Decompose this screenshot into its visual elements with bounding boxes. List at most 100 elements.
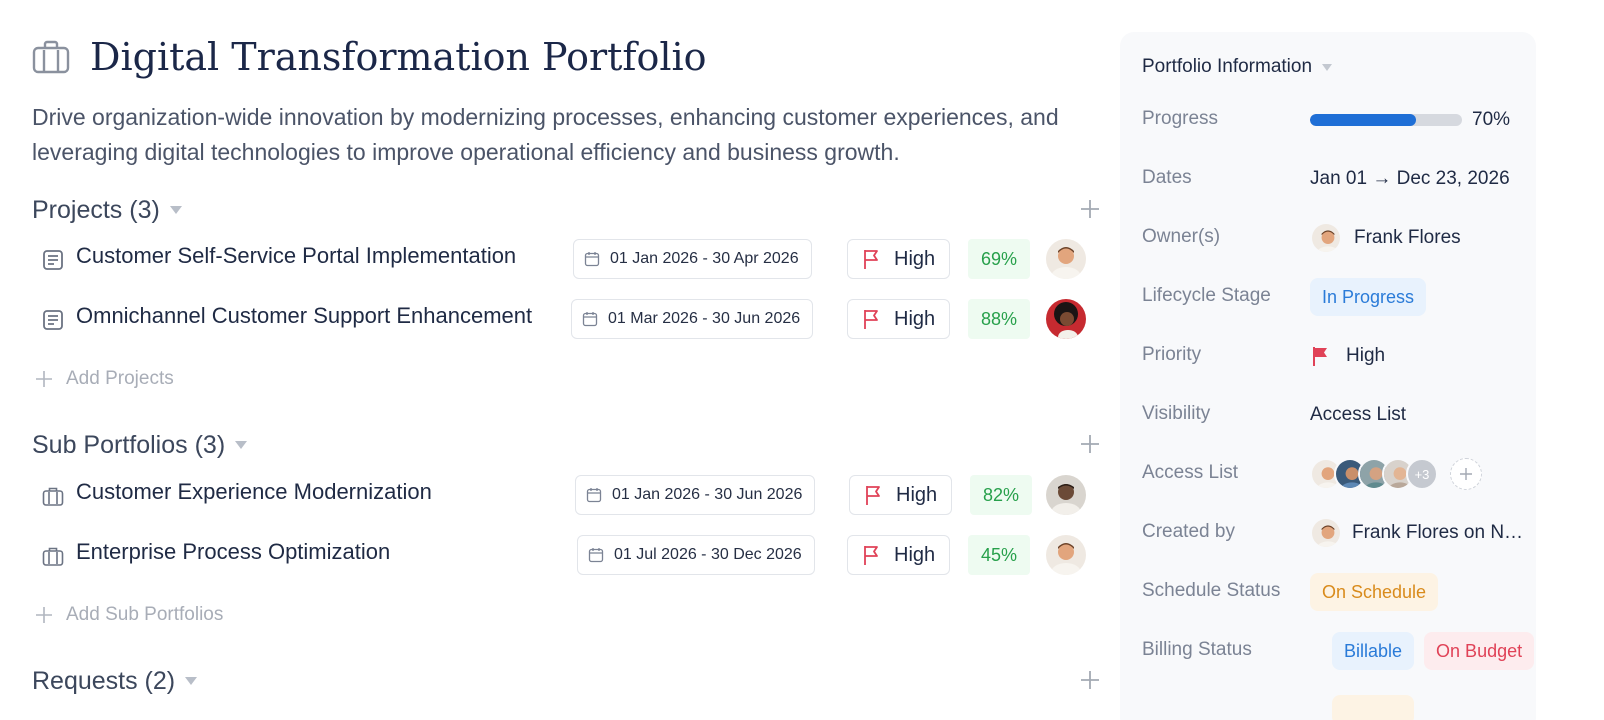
visibility-property: Visibility Access List	[1142, 395, 1532, 435]
flag-outline-icon	[866, 486, 880, 505]
priority-property: Priority High	[1142, 336, 1532, 376]
add-sub-portfolios-link[interactable]: Add Sub Portfolios	[34, 600, 223, 630]
add-projects-link[interactable]: Add Projects	[34, 364, 174, 394]
progress-text: 70%	[1472, 109, 1511, 130]
created-by-property: Created by Frank Flores on N…	[1142, 513, 1532, 553]
calendar-icon	[584, 252, 600, 267]
date-range-text: 01 Mar 2026 - 30 Jun 2026	[608, 310, 801, 327]
schedule-status-property: Schedule Status On Schedule	[1142, 572, 1532, 612]
requests-heading: Requests (2)	[32, 666, 176, 695]
created-by-value: Frank Flores on N…	[1352, 522, 1524, 543]
add-access-button[interactable]	[1450, 458, 1482, 490]
project-name[interactable]: Customer Self-Service Portal Implementat…	[76, 243, 517, 268]
add-request-plus-icon[interactable]	[1078, 668, 1102, 692]
progress-property: Progress 70%	[1142, 100, 1532, 140]
document-icon	[42, 249, 64, 271]
property-label: Progress	[1142, 108, 1219, 129]
chevron-down-icon[interactable]	[1322, 63, 1333, 71]
date-range-text: 01 Jan 2026 - 30 Apr 2026	[610, 250, 799, 267]
property-value[interactable]: Jan 01 → Dec 23, 2026	[1310, 159, 1510, 199]
project-row[interactable]: Omnichannel Customer Support Enhancement…	[32, 297, 1122, 341]
sub-portfolio-name[interactable]: Customer Experience Modernization	[76, 479, 432, 504]
panel-heading: Portfolio Information	[1142, 56, 1313, 77]
owners-property: Owner(s) Frank Flores	[1142, 218, 1532, 258]
portfolio-info-panel: Portfolio Information Progress 70% Dates…	[1120, 32, 1536, 720]
date-range-pill[interactable]: 01 Jan 2026 - 30 Jun 2026	[575, 475, 816, 515]
priority-text: High	[896, 483, 938, 506]
briefcase-icon	[42, 485, 64, 507]
avatar[interactable]	[1310, 222, 1342, 254]
avatar[interactable]	[1046, 475, 1086, 515]
property-value: 70%	[1310, 100, 1510, 140]
avatar[interactable]	[1046, 239, 1086, 279]
priority-value[interactable]: High	[1346, 345, 1386, 366]
document-icon	[42, 309, 64, 331]
health-property-partial	[1142, 690, 1532, 720]
property-label: Visibility	[1142, 403, 1211, 424]
property-value[interactable]: On Schedule	[1310, 572, 1439, 612]
date-range-pill[interactable]: 01 Jan 2026 - 30 Apr 2026	[573, 239, 812, 279]
date-range-text: 01 Jan 2026 - 30 Jun 2026	[612, 486, 803, 503]
owner-name[interactable]: Frank Flores	[1354, 227, 1461, 248]
plus-icon	[1460, 468, 1472, 480]
property-value[interactable]: Billable On Budget	[1332, 631, 1535, 671]
property-value[interactable]: High	[1310, 336, 1385, 376]
sub-portfolio-row[interactable]: Customer Experience Modernization 01 Jan…	[32, 473, 1122, 517]
property-value[interactable]: Access List	[1310, 395, 1406, 435]
avatar[interactable]	[1310, 517, 1342, 549]
lifecycle-property: Lifecycle Stage In Progress	[1142, 277, 1532, 317]
priority-pill[interactable]: High	[847, 239, 951, 279]
lifecycle-badge[interactable]: In Progress	[1310, 278, 1427, 316]
billing-status-badge[interactable]: Billable	[1332, 632, 1415, 670]
add-sub-portfolio-plus-icon[interactable]	[1078, 432, 1102, 456]
chevron-down-icon[interactable]	[185, 677, 198, 685]
access-list-more-count[interactable]: +3	[1406, 458, 1438, 490]
progress-badge: 82%	[970, 475, 1032, 515]
flag-filled-icon	[1313, 347, 1327, 366]
progress-bar-fill	[1310, 114, 1417, 126]
health-badge[interactable]	[1332, 695, 1414, 720]
priority-pill[interactable]: High	[847, 535, 951, 575]
chevron-down-icon[interactable]	[169, 206, 182, 214]
billing-status-property: Billing Status Billable On Budget	[1142, 631, 1535, 671]
sub-portfolio-row[interactable]: Enterprise Process Optimization 01 Jul 2…	[32, 533, 1122, 577]
visibility-value[interactable]: Access List	[1310, 404, 1407, 425]
avatar[interactable]	[1046, 299, 1086, 339]
property-value: Frank Flores on N…	[1310, 513, 1523, 553]
portfolio-description: Drive organization-wide innovation by mo…	[32, 104, 1059, 165]
sub-portfolios-section-header[interactable]: Sub Portfolios (3)	[32, 428, 1112, 462]
sub-portfolio-name[interactable]: Enterprise Process Optimization	[76, 539, 391, 564]
plus-icon	[36, 607, 52, 623]
projects-section-header[interactable]: Projects (3)	[32, 193, 1112, 227]
access-list-property: Access List +3	[1142, 454, 1532, 494]
flag-outline-icon	[864, 546, 878, 565]
property-label: Billing Status	[1142, 639, 1252, 660]
date-range-pill[interactable]: 01 Mar 2026 - 30 Jun 2026	[571, 299, 814, 339]
calendar-icon	[586, 488, 602, 503]
add-project-plus-icon[interactable]	[1078, 197, 1102, 221]
requests-section-header[interactable]: Requests (2)	[32, 664, 1112, 698]
project-name[interactable]: Omnichannel Customer Support Enhancement	[76, 303, 533, 328]
access-list-avatars[interactable]: +3	[1310, 454, 1482, 494]
progress-bar	[1310, 114, 1462, 126]
panel-header[interactable]: Portfolio Information	[1142, 56, 1333, 78]
projects-heading: Projects (3)	[32, 195, 160, 224]
briefcase-icon	[42, 545, 64, 567]
priority-pill[interactable]: High	[847, 299, 951, 339]
priority-text: High	[894, 247, 936, 270]
property-value	[1332, 690, 1414, 720]
property-value[interactable]: In Progress	[1310, 277, 1427, 317]
priority-text: High	[894, 307, 936, 330]
sub-portfolios-heading: Sub Portfolios (3)	[32, 430, 226, 459]
priority-pill[interactable]: High	[849, 475, 953, 515]
chevron-down-icon[interactable]	[235, 441, 248, 449]
project-row[interactable]: Customer Self-Service Portal Implementat…	[32, 237, 1122, 281]
date-range-pill[interactable]: 01 Jul 2026 - 30 Dec 2026	[577, 535, 815, 575]
dates-value[interactable]: Jan 01 → Dec 23, 2026	[1310, 168, 1510, 189]
avatar[interactable]	[1046, 535, 1086, 575]
schedule-status-badge[interactable]: On Schedule	[1310, 573, 1439, 611]
property-label: Access List	[1142, 462, 1239, 483]
flag-outline-icon	[864, 310, 878, 329]
property-value[interactable]: Frank Flores	[1310, 218, 1461, 258]
budget-status-badge[interactable]: On Budget	[1424, 632, 1535, 670]
